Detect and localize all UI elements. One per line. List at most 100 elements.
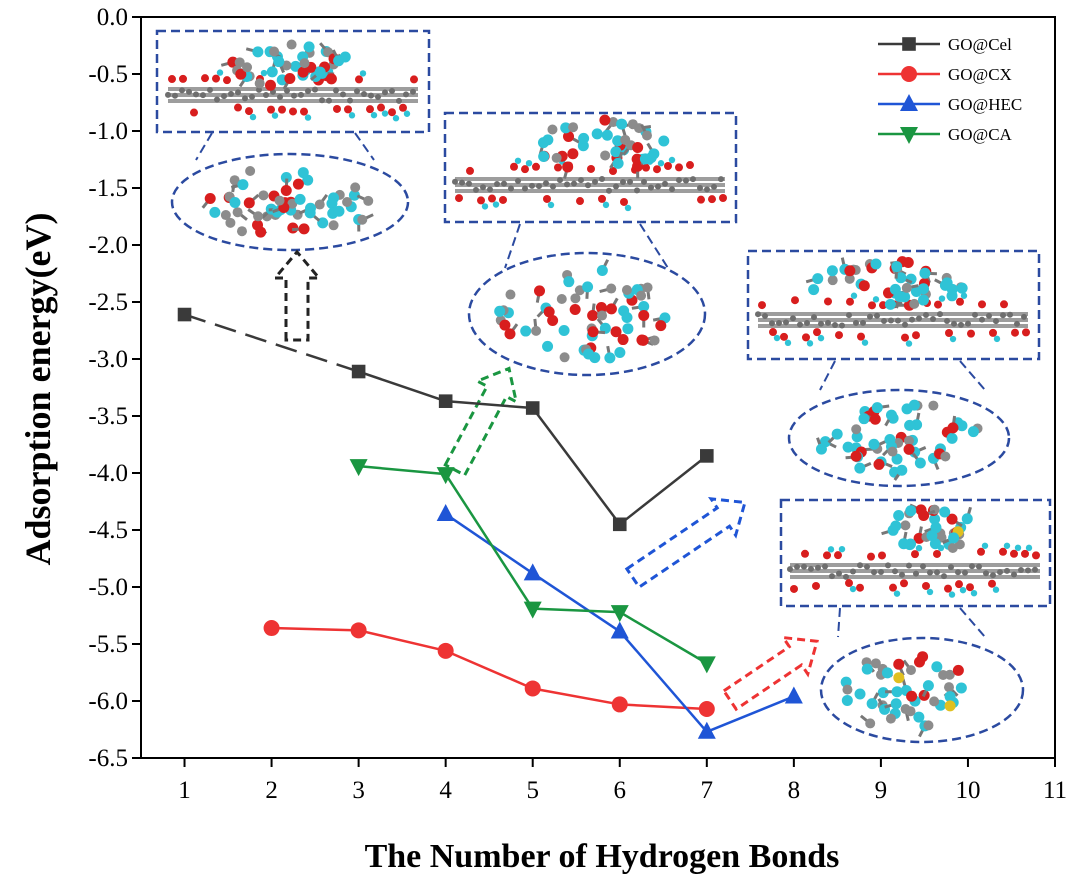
atom bbox=[612, 135, 624, 147]
hydrogen-atom bbox=[271, 112, 279, 119]
atom bbox=[947, 542, 958, 553]
atom bbox=[591, 128, 603, 140]
carbon-atom bbox=[655, 183, 661, 190]
carbon-atom bbox=[536, 183, 542, 190]
atom bbox=[929, 696, 940, 707]
atom bbox=[944, 691, 956, 703]
carbon-atom bbox=[648, 184, 654, 191]
atom bbox=[844, 273, 855, 284]
oxygen-atom bbox=[966, 583, 974, 592]
carbon-atom bbox=[410, 88, 416, 95]
carbon-atom bbox=[704, 186, 710, 193]
carbon-atom bbox=[979, 316, 985, 323]
y-tick-label: -5.0 bbox=[88, 574, 128, 601]
atom bbox=[909, 298, 920, 309]
oxygen-atom bbox=[223, 76, 231, 85]
carbon-atom bbox=[993, 318, 999, 325]
data-point bbox=[524, 680, 541, 697]
atom bbox=[608, 117, 619, 128]
atom bbox=[350, 182, 361, 193]
atom bbox=[605, 303, 617, 315]
carbon-atom bbox=[347, 97, 353, 104]
atom bbox=[893, 672, 905, 684]
carbon-atom bbox=[762, 313, 768, 320]
oxygen-atom bbox=[933, 549, 941, 558]
atom bbox=[636, 290, 647, 301]
atom bbox=[304, 207, 316, 219]
carbon-atom bbox=[186, 88, 192, 95]
y-tick-label: -6.5 bbox=[88, 745, 128, 772]
carbon-atom bbox=[291, 92, 297, 99]
carbon-atom bbox=[571, 180, 577, 187]
atom bbox=[314, 199, 325, 210]
hydrogen-atom bbox=[481, 203, 489, 210]
atom bbox=[234, 57, 245, 68]
oxygen-atom bbox=[813, 328, 821, 337]
oxygen-atom bbox=[201, 74, 209, 83]
carbon-atom bbox=[452, 178, 458, 185]
carbon-atom bbox=[776, 320, 782, 327]
hydrogen-atom bbox=[1003, 542, 1011, 549]
atom bbox=[273, 56, 285, 68]
data-point bbox=[437, 642, 454, 659]
atom bbox=[913, 711, 925, 723]
x-tick-label: 8 bbox=[788, 777, 801, 804]
hydrogen-atom bbox=[838, 545, 846, 553]
carbon-atom bbox=[221, 93, 227, 100]
oxygen-atom bbox=[955, 580, 963, 589]
atom bbox=[204, 192, 216, 204]
atom bbox=[627, 119, 638, 130]
carbon-atom bbox=[298, 91, 304, 98]
hydrogen-atom bbox=[525, 159, 533, 167]
atom bbox=[342, 197, 353, 208]
atom bbox=[871, 402, 883, 414]
hydrogen-atom bbox=[959, 586, 967, 594]
series-go-cx bbox=[263, 620, 715, 717]
atom bbox=[504, 328, 516, 340]
carbon-atom bbox=[916, 315, 922, 322]
carbon-atom bbox=[839, 322, 845, 329]
hydrogen-atom bbox=[602, 201, 610, 209]
carbon-atom bbox=[508, 185, 514, 192]
oxygen-atom bbox=[179, 74, 187, 83]
oxygen-atom bbox=[455, 194, 463, 203]
hydrogen-atom bbox=[872, 296, 880, 303]
atom bbox=[917, 294, 929, 306]
hydrogen-atom bbox=[861, 339, 869, 346]
carbon-atom bbox=[913, 570, 919, 577]
carbon-atom bbox=[319, 97, 325, 104]
carbon-atom bbox=[592, 178, 598, 185]
carbon-atom bbox=[543, 180, 549, 187]
y-tick-label: -0.5 bbox=[88, 61, 128, 88]
oxygen-atom bbox=[245, 107, 253, 116]
atom bbox=[229, 175, 240, 186]
oxygen-atom bbox=[835, 331, 843, 340]
atom bbox=[894, 291, 906, 303]
carbon-atom bbox=[1000, 312, 1006, 319]
atom bbox=[842, 441, 854, 453]
data-point bbox=[263, 620, 280, 637]
carbon-atom bbox=[396, 97, 402, 104]
inset-connector bbox=[354, 132, 375, 161]
carbon-atom bbox=[606, 187, 612, 194]
carbon-atom bbox=[1014, 320, 1020, 327]
carbon-atom bbox=[927, 569, 933, 576]
carbon-atom bbox=[832, 322, 838, 329]
carbon-atom bbox=[676, 177, 682, 184]
atom bbox=[287, 198, 298, 209]
inset-go-hec bbox=[746, 249, 1041, 488]
atom bbox=[873, 458, 885, 470]
carbon-atom bbox=[312, 86, 318, 93]
oxygen-atom bbox=[675, 163, 683, 172]
atom bbox=[940, 451, 951, 462]
carbon-atom bbox=[711, 183, 717, 190]
carbon-atom bbox=[494, 180, 500, 187]
oxygen-atom bbox=[791, 296, 799, 305]
carbon-atom bbox=[249, 93, 255, 100]
oxygen-atom bbox=[212, 74, 220, 83]
atom bbox=[556, 294, 567, 305]
atom bbox=[903, 435, 914, 446]
oxygen-atom bbox=[1000, 300, 1008, 309]
oxygen-atom bbox=[912, 331, 920, 340]
atom bbox=[870, 658, 881, 669]
